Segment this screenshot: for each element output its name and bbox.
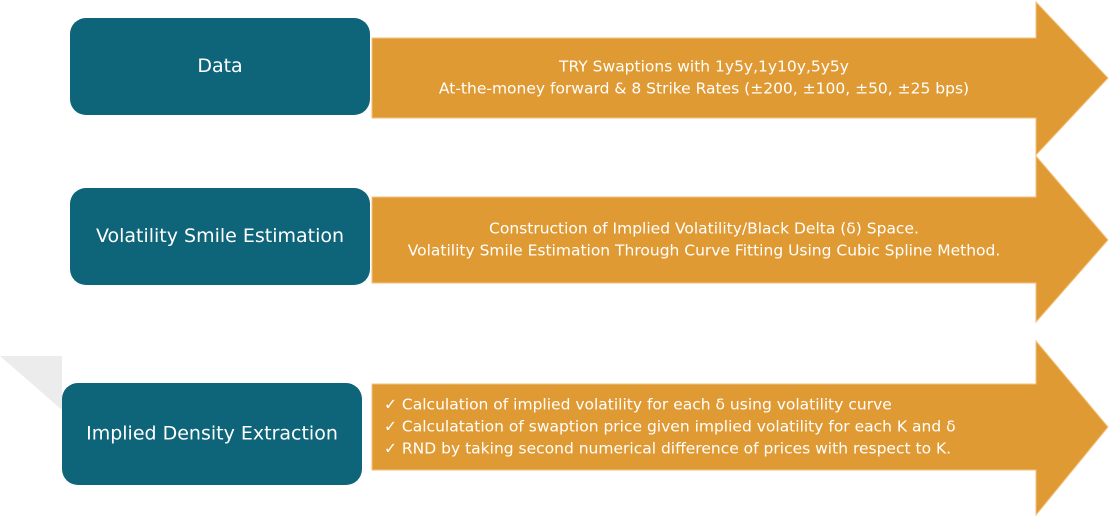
step-description: ✓ Calculatation of swaption price given … <box>384 418 956 436</box>
step-description: TRY Swaptions with 1y5y,1y10y,5y5y <box>558 58 849 76</box>
step-description: ✓ RND by taking second numerical differe… <box>384 440 951 458</box>
step-description: ✓ Calculation of implied volatility for … <box>384 396 892 414</box>
arrow <box>371 339 1109 517</box>
arrow <box>371 154 1109 324</box>
arrow <box>371 0 1109 157</box>
step-description: At-the-money forward & 8 Strike Rates (±… <box>439 80 969 98</box>
step-box <box>62 383 362 485</box>
step-description: Volatility Smile Estimation Through Curv… <box>408 242 1001 260</box>
step-label: Data <box>197 55 242 77</box>
step-box <box>70 188 370 285</box>
step-box <box>70 18 370 115</box>
step-label: Volatility Smile Estimation <box>96 225 344 247</box>
step-description: Construction of Implied Volatility/Black… <box>489 220 919 238</box>
decor-triangle <box>0 356 62 410</box>
step-label: Implied Density Extraction <box>86 423 338 445</box>
